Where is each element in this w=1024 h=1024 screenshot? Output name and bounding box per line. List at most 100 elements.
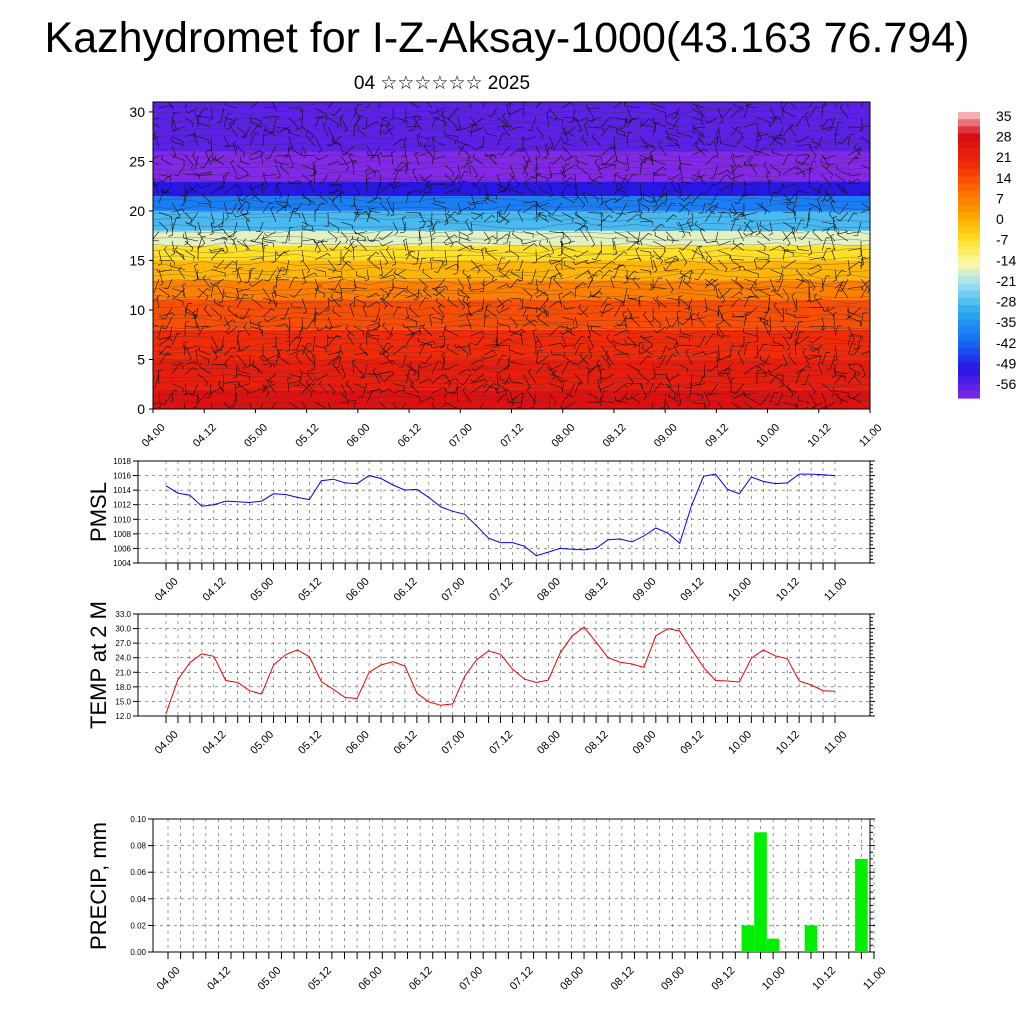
- wind-barb: [663, 266, 680, 272]
- wind-barb: [716, 354, 732, 361]
- wind-barb: [802, 348, 810, 365]
- wind-barb: [652, 316, 662, 329]
- wind-barb: [327, 160, 341, 166]
- wind-barb: [616, 129, 628, 137]
- wind-barb: [418, 364, 433, 369]
- wind-barb: [470, 183, 481, 193]
- wind-barb: [572, 174, 577, 189]
- wind-barb: [834, 325, 842, 337]
- wind-barb: [561, 344, 576, 349]
- wind-barb: [615, 156, 628, 166]
- wind-barb: [686, 218, 693, 232]
- wind-barb: [782, 288, 790, 302]
- wind-barb: [496, 212, 511, 224]
- wind-barb: [816, 196, 823, 213]
- wind-barb: [262, 297, 278, 307]
- wind-barb: [772, 337, 784, 346]
- wind-barb: [460, 155, 472, 168]
- wind-barb: [848, 172, 862, 177]
- wind-barb: [808, 264, 822, 270]
- wind-barb: [392, 182, 400, 194]
- wind-barb: [730, 108, 744, 118]
- x-tick-label: 08.00: [535, 729, 563, 757]
- wind-barb: [692, 128, 706, 137]
- wind-barb: [795, 136, 810, 143]
- wind-barb: [431, 117, 447, 126]
- wind-barb: [367, 330, 381, 337]
- wind-barb: [275, 276, 282, 289]
- wind-barb: [413, 115, 420, 128]
- wind-barb: [366, 170, 380, 175]
- wind-barb: [673, 342, 680, 356]
- x-tick-label: 11.00: [861, 965, 888, 992]
- wind-barb: [512, 230, 524, 242]
- wind-barb: [392, 117, 408, 125]
- wind-barb: [671, 107, 680, 119]
- wind-barb: [782, 106, 797, 118]
- wind-barb: [368, 207, 381, 213]
- x-tick-label: 07.00: [457, 965, 485, 993]
- wind-barb: [782, 201, 796, 206]
- wind-barb: [444, 325, 459, 337]
- wind-barb: [262, 362, 276, 368]
- wind-barb: [442, 364, 459, 370]
- wind-barb: [158, 345, 172, 356]
- wind-barb: [635, 247, 641, 261]
- wind-barb: [676, 341, 693, 346]
- wind-barb: [834, 373, 846, 382]
- wind-barb: [379, 345, 390, 359]
- wind-barb: [753, 286, 771, 291]
- wind-barb: [251, 294, 264, 308]
- wind-barb: [314, 117, 324, 128]
- wind-barb: [806, 354, 823, 360]
- wind-barb: [544, 143, 550, 156]
- wind-barb: [217, 335, 225, 352]
- wind-barb: [328, 193, 342, 201]
- wind-barb: [496, 233, 511, 242]
- wind-barb: [836, 212, 849, 222]
- wind-barb: [239, 307, 251, 320]
- wind-barb: [756, 364, 767, 378]
- wind-barb: [339, 284, 355, 289]
- wind-barb: [301, 126, 314, 140]
- wind-barb: [691, 148, 708, 156]
- wind-barb: [327, 335, 341, 346]
- wind-barb: [665, 214, 677, 223]
- wind-barb: [209, 145, 214, 163]
- y-tick-label: 18.0: [115, 683, 131, 692]
- wind-barb: [457, 324, 472, 330]
- wind-barb: [717, 107, 724, 124]
- wind-barb: [665, 316, 670, 330]
- wind-barb: [281, 231, 290, 244]
- wind-barb: [574, 270, 591, 280]
- wind-barb: [780, 259, 797, 269]
- wind-barb: [157, 369, 163, 384]
- wind-barb: [568, 107, 576, 123]
- wind-barb: [158, 212, 173, 221]
- wind-barb: [691, 126, 704, 139]
- wind-barb: [499, 375, 511, 384]
- wind-barb: [263, 235, 277, 242]
- wind-barb: [697, 170, 706, 185]
- wind-barb: [355, 271, 368, 280]
- colorbar-label: 35: [996, 108, 1012, 124]
- wind-barb: [847, 156, 860, 166]
- wind-barb: [625, 274, 641, 280]
- wind-barb: [418, 185, 433, 194]
- temp-band-10: [153, 181, 870, 197]
- wind-barb: [611, 136, 616, 150]
- wind-barb: [470, 373, 485, 383]
- wind-barb: [468, 342, 473, 356]
- wind-barb: [743, 269, 759, 279]
- wind-barb: [667, 174, 680, 181]
- wind-barb: [847, 373, 860, 384]
- wind-barb: [639, 145, 656, 151]
- wind-barb: [472, 153, 485, 166]
- wind-barb: [418, 297, 430, 308]
- y-tick-label: 1010: [113, 515, 131, 524]
- wind-barb: [229, 392, 238, 408]
- wind-barb: [680, 269, 693, 280]
- wind-barb: [678, 240, 693, 251]
- wind-barb: [600, 219, 606, 232]
